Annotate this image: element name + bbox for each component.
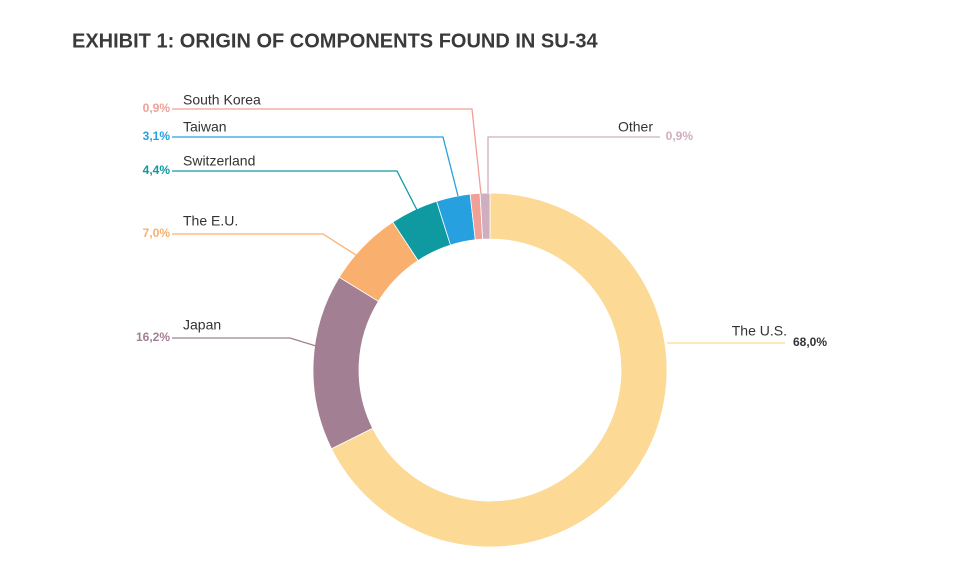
leader-line xyxy=(172,170,419,213)
value-label: 3,1% xyxy=(143,129,171,143)
category-label: Other xyxy=(618,119,653,135)
value-label: 7,0% xyxy=(143,226,171,240)
leader-line xyxy=(487,136,660,193)
category-label: Taiwan xyxy=(183,119,227,135)
category-label: The E.U. xyxy=(183,213,238,229)
donut-slice xyxy=(479,192,491,240)
category-label: The U.S. xyxy=(732,323,787,339)
donut-slice xyxy=(312,276,379,450)
leader-line xyxy=(172,108,482,195)
category-label: South Korea xyxy=(183,92,261,108)
chart-title: EXHIBIT 1: ORIGIN OF COMPONENTS FOUND IN… xyxy=(72,30,598,52)
leader-line xyxy=(172,136,459,197)
value-label: 0,9% xyxy=(666,129,694,143)
leader-line xyxy=(172,233,357,256)
value-label: 68,0% xyxy=(793,335,827,349)
value-label: 0,9% xyxy=(143,101,171,115)
donut-slice xyxy=(330,192,668,548)
value-label: 16,2% xyxy=(136,330,170,344)
leader-line xyxy=(172,337,317,347)
value-label: 4,4% xyxy=(143,163,171,177)
category-label: Japan xyxy=(183,317,221,333)
category-label: Switzerland xyxy=(183,153,255,169)
